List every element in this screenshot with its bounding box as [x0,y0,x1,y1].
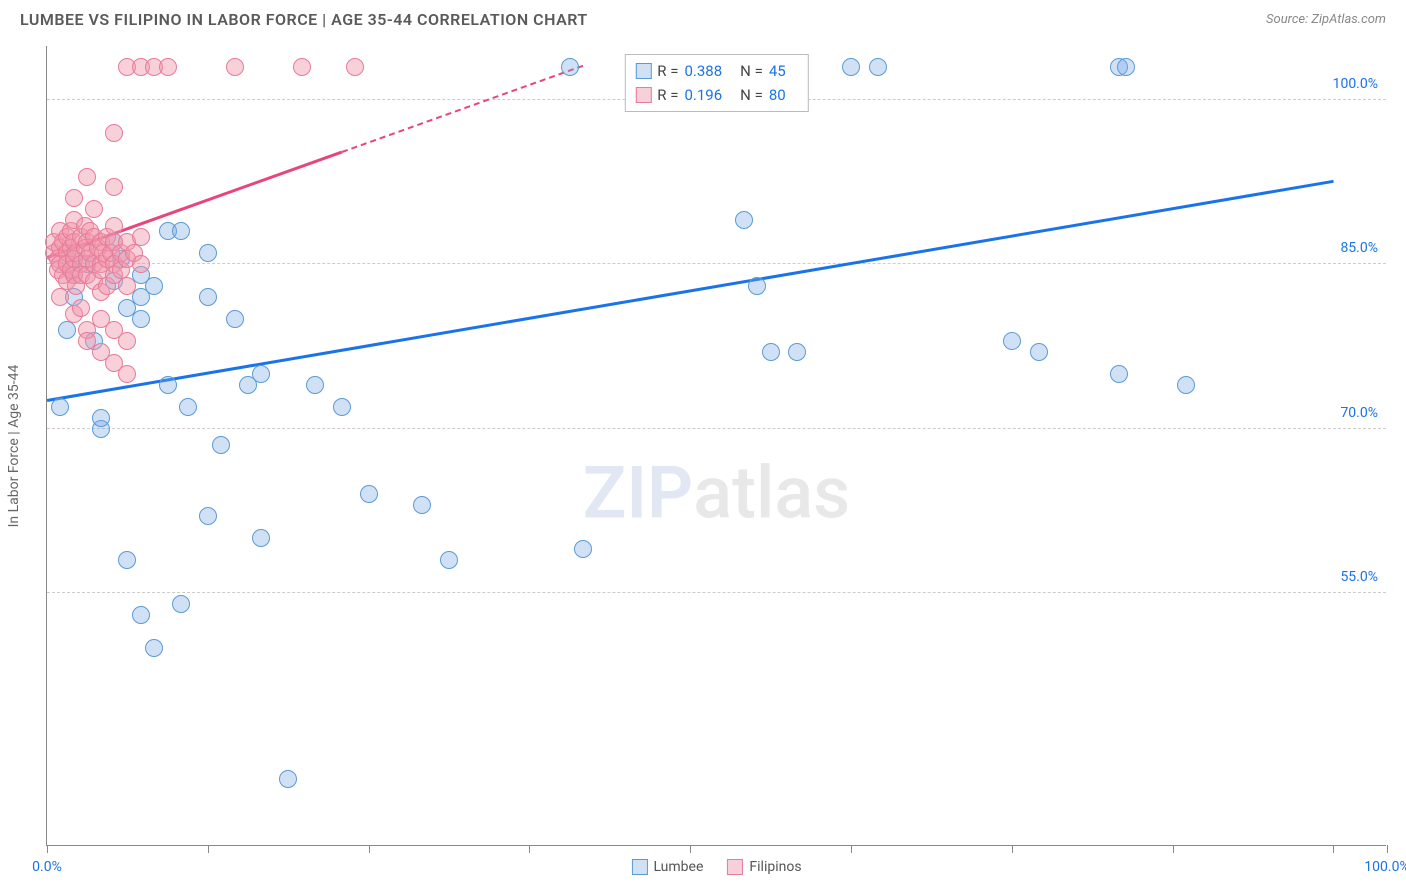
data-point [105,178,123,196]
legend-label-filipinos: Filipinos [749,859,801,875]
data-point [226,310,244,328]
xtick-label: 0.0% [32,859,62,875]
data-point [159,58,177,76]
data-point [172,595,190,613]
data-point [51,398,69,416]
xtick [1333,845,1334,853]
xtick [369,845,370,853]
xtick [529,845,530,853]
xtick [208,845,209,853]
data-point [574,540,592,558]
data-point [1177,376,1195,394]
data-point [279,770,297,788]
chart-title: LUMBEE VS FILIPINO IN LABOR FORCE | AGE … [20,10,588,29]
data-point [1030,343,1048,361]
data-point [85,200,103,218]
data-point [748,277,766,295]
legend-item-filipinos: Filipinos [727,859,801,875]
data-point [252,365,270,383]
data-point [199,288,217,306]
data-point [788,343,806,361]
swatch-lumbee [635,63,651,79]
plot-area: 55.0%70.0%85.0%100.0%0.0%100.0% ZIPatlas… [46,46,1386,846]
xtick [690,845,691,853]
stats-legend-box: R = 0.388 N = 45 R = 0.196 N = 80 [624,54,808,112]
data-point [346,58,364,76]
legend-item-lumbee: Lumbee [631,859,703,875]
data-point [145,639,163,657]
data-point [735,211,753,229]
n-value-filipinos: 80 [769,83,786,107]
stats-row-lumbee: R = 0.388 N = 45 [635,59,797,83]
swatch-filipinos [635,87,651,103]
data-point [51,288,69,306]
trendline [341,65,583,153]
data-point [306,376,324,394]
data-point [105,124,123,142]
data-point [869,58,887,76]
data-point [293,58,311,76]
data-point [118,277,136,295]
ytick-label: 100.0% [1333,76,1378,92]
data-point [65,189,83,207]
source-attribution: Source: ZipAtlas.com [1266,12,1386,27]
y-axis-label: In Labor Force | Age 35-44 [6,365,22,528]
ytick-label: 85.0% [1340,240,1378,256]
data-point [252,529,270,547]
r-value-lumbee: 0.388 [684,59,722,83]
swatch-lumbee-icon [631,859,647,875]
data-point [58,321,76,339]
data-point [199,507,217,525]
data-point [145,277,163,295]
data-point [172,222,190,240]
data-point [212,436,230,454]
data-point [842,58,860,76]
data-point [333,398,351,416]
swatch-filipinos-icon [727,859,743,875]
xtick [1173,845,1174,853]
data-point [132,606,150,624]
stats-row-filipinos: R = 0.196 N = 80 [635,83,797,107]
data-point [159,376,177,394]
data-point [132,310,150,328]
data-point [413,496,431,514]
data-point [132,255,150,273]
data-point [1110,365,1128,383]
data-point [1117,58,1135,76]
chart-header: LUMBEE VS FILIPINO IN LABOR FORCE | AGE … [0,0,1406,35]
n-value-lumbee: 45 [769,59,786,83]
data-point [226,58,244,76]
data-point [1003,332,1021,350]
ytick-label: 55.0% [1340,569,1378,585]
data-point [92,409,110,427]
data-point [78,168,96,186]
xtick [851,845,852,853]
gridline [47,592,1386,593]
data-point [440,551,458,569]
data-point [360,485,378,503]
data-point [118,365,136,383]
xtick [47,845,48,853]
data-point [199,244,217,262]
r-value-filipinos: 0.196 [684,83,722,107]
data-point [72,299,90,317]
legend-label-lumbee: Lumbee [653,859,703,875]
data-point [105,217,123,235]
data-point [561,58,579,76]
gridline [47,263,1386,264]
data-point [179,398,197,416]
xtick-label: 100.0% [1364,859,1406,875]
xtick [1387,845,1388,853]
gridline [47,428,1386,429]
ytick-label: 70.0% [1340,405,1378,421]
trendline [47,180,1334,402]
xtick [1012,845,1013,853]
data-point [118,551,136,569]
bottom-legend: Lumbee Filipinos [631,859,801,875]
data-point [132,228,150,246]
data-point [762,343,780,361]
data-point [118,332,136,350]
